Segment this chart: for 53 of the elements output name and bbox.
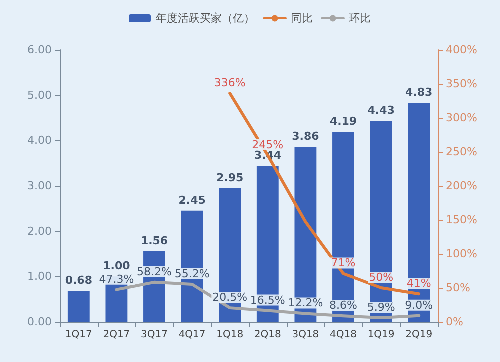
y2-tick-label: 300%	[446, 112, 478, 124]
y2-tick-label: 250%	[446, 146, 478, 158]
y-tick-label: 0.00	[28, 316, 52, 328]
data-label: 12.2%	[288, 296, 324, 310]
data-label: 71%	[331, 256, 356, 270]
data-label: 4.19	[330, 115, 358, 128]
data-label: 8.6%	[330, 299, 358, 312]
y2-tick-label: 0%	[446, 316, 464, 328]
data-label: 1.56	[140, 234, 168, 248]
x-tick-label: 3Q17	[141, 330, 168, 340]
data-label: 9.0%	[405, 298, 434, 312]
y-tick-label: 4.00	[28, 134, 52, 148]
x-tick-label: 1Q17	[65, 330, 92, 340]
data-label: 16.5%	[250, 294, 286, 307]
y-tick-label: 1.00	[28, 270, 52, 284]
x-tick-label: 1Q18	[216, 330, 244, 340]
x-tick-label: 1Q19	[368, 330, 395, 340]
legend-label: 同比	[291, 12, 313, 25]
y-tick-label: 5.00	[28, 88, 52, 102]
y2-tick-label: 100%	[446, 248, 478, 260]
y2-tick-label: 350%	[446, 78, 478, 90]
legend-label: 年度活跃买家（亿）	[156, 12, 255, 25]
x-tick-label: 2Q17	[103, 330, 130, 340]
data-label: 336%	[214, 76, 246, 90]
data-label: 20.5%	[212, 291, 248, 304]
data-label: 47.3%	[99, 272, 134, 286]
data-label: 50%	[369, 271, 394, 284]
data-label: 2.95	[216, 171, 244, 184]
x-tick-label: 3Q18	[292, 330, 320, 340]
data-label: 0.68	[65, 274, 92, 288]
x-tick-label: 2Q19	[406, 330, 433, 340]
data-label: 55.2%	[174, 267, 210, 280]
y2-tick-label: 150%	[446, 214, 478, 226]
y-tick-label: 2.00	[28, 224, 52, 238]
bar	[68, 291, 90, 322]
legend-label: 环比	[349, 12, 371, 25]
data-label: 4.83	[406, 86, 433, 100]
y2-tick-label: 50%	[446, 282, 470, 294]
y2-tick-label: 400%	[446, 44, 478, 56]
y-tick-label: 3.00	[28, 180, 52, 192]
data-label: 245%	[252, 138, 284, 152]
x-tick-label: 2Q18	[254, 330, 282, 340]
data-label: 41%	[406, 277, 432, 290]
y2-tick-label: 200%	[446, 180, 478, 192]
data-label: 1.00	[103, 260, 131, 273]
y-tick-label: 6.00	[28, 44, 52, 56]
data-label: 5.9%	[367, 300, 396, 314]
data-label: 2.45	[178, 194, 206, 207]
data-label: 4.43	[368, 104, 395, 118]
x-tick-label: 4Q18	[330, 330, 357, 340]
data-label: 3.86	[292, 130, 320, 144]
x-tick-label: 4Q17	[178, 330, 206, 340]
data-label: 58.2%	[137, 265, 172, 278]
